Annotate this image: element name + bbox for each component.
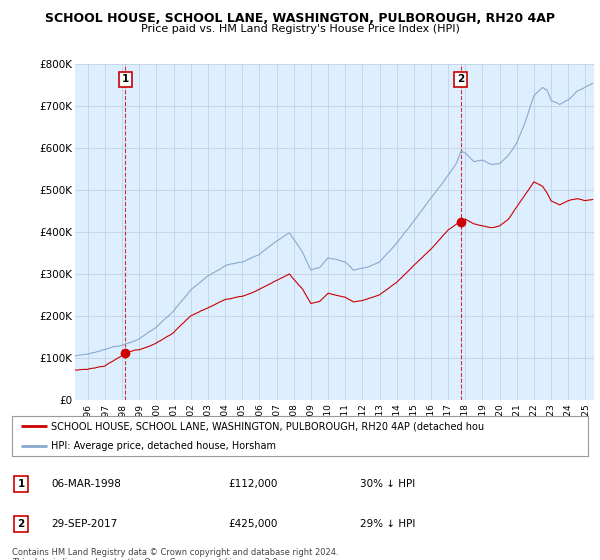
Text: 2: 2 xyxy=(17,519,25,529)
Text: £112,000: £112,000 xyxy=(228,479,277,489)
Text: SCHOOL HOUSE, SCHOOL LANE, WASHINGTON, PULBOROUGH, RH20 4AP: SCHOOL HOUSE, SCHOOL LANE, WASHINGTON, P… xyxy=(45,12,555,25)
Text: 29% ↓ HPI: 29% ↓ HPI xyxy=(360,519,415,529)
Text: 1: 1 xyxy=(17,479,25,489)
Text: 29-SEP-2017: 29-SEP-2017 xyxy=(51,519,117,529)
Text: 2: 2 xyxy=(457,74,464,85)
Text: HPI: Average price, detached house, Horsham: HPI: Average price, detached house, Hors… xyxy=(51,441,276,451)
Text: £425,000: £425,000 xyxy=(228,519,277,529)
Text: 30% ↓ HPI: 30% ↓ HPI xyxy=(360,479,415,489)
Text: 1: 1 xyxy=(122,74,129,85)
Text: SCHOOL HOUSE, SCHOOL LANE, WASHINGTON, PULBOROUGH, RH20 4AP (detached hou: SCHOOL HOUSE, SCHOOL LANE, WASHINGTON, P… xyxy=(51,421,484,431)
Text: Contains HM Land Registry data © Crown copyright and database right 2024.
This d: Contains HM Land Registry data © Crown c… xyxy=(12,548,338,560)
Text: 06-MAR-1998: 06-MAR-1998 xyxy=(51,479,121,489)
Text: Price paid vs. HM Land Registry's House Price Index (HPI): Price paid vs. HM Land Registry's House … xyxy=(140,24,460,34)
